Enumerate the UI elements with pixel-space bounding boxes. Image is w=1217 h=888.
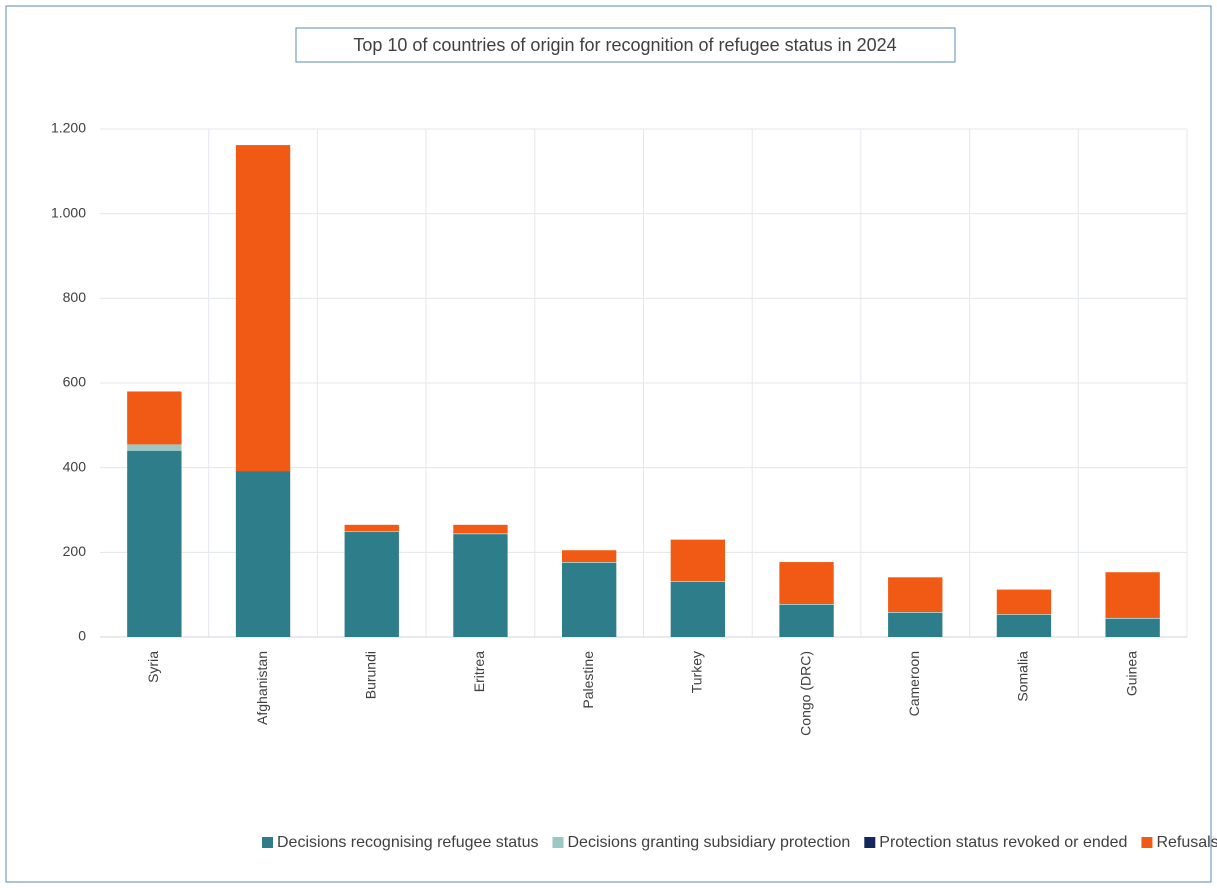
bar-segment xyxy=(127,444,182,451)
legend-label: Protection status revoked or ended xyxy=(879,834,1127,851)
y-tick-label: 800 xyxy=(63,289,87,305)
x-tick-label: Congo (DRC) xyxy=(797,651,813,736)
bar-segment xyxy=(344,524,399,532)
x-tick-label: Turkey xyxy=(689,651,705,693)
bar-segment xyxy=(670,539,726,582)
legend-swatch xyxy=(552,837,564,848)
x-tick-label: Guinea xyxy=(1123,651,1139,696)
bar-segment xyxy=(888,612,943,613)
bar-segment xyxy=(561,550,617,563)
bar-segment xyxy=(453,533,508,535)
bar-segment xyxy=(888,577,943,613)
bar-segment xyxy=(561,562,617,563)
y-tick-label: 1.200 xyxy=(51,120,86,136)
bar-segment xyxy=(235,145,291,472)
bar-segment xyxy=(1105,618,1160,637)
x-tick-label: Burundi xyxy=(362,651,378,699)
bar-segment xyxy=(1105,617,1160,619)
chart-title: Top 10 of countries of origin for recogn… xyxy=(353,35,896,55)
legend-swatch xyxy=(864,837,876,848)
bar-segment xyxy=(453,534,508,637)
chart-frame xyxy=(5,5,1212,883)
x-tick-label: Palestine xyxy=(580,651,596,709)
bar-segment xyxy=(127,450,182,637)
bar-segment xyxy=(670,581,726,637)
legend-swatch xyxy=(1141,837,1153,848)
x-tick-label: Eritrea xyxy=(471,651,487,692)
legend-label: Decisions recognising refugee status xyxy=(277,834,538,851)
y-tick-label: 0 xyxy=(78,628,86,644)
y-tick-label: 200 xyxy=(63,543,87,559)
bar-segment xyxy=(127,391,182,445)
bar-segment xyxy=(996,589,1052,615)
bar-segment xyxy=(779,604,834,637)
bar-segment xyxy=(561,562,617,637)
legend-swatch xyxy=(262,837,273,848)
y-tick-label: 1.000 xyxy=(51,204,86,220)
bar-segment xyxy=(779,562,834,604)
x-tick-label: Syria xyxy=(145,651,161,683)
x-tick-label: Somalia xyxy=(1015,651,1031,702)
bar-segment xyxy=(1105,572,1160,618)
legend-label: Refusals xyxy=(1156,834,1217,851)
bar-segment xyxy=(235,471,291,637)
bar-segment xyxy=(888,612,943,637)
bar-segment xyxy=(453,524,508,534)
x-tick-label: Afghanistan xyxy=(254,651,270,725)
y-tick-label: 400 xyxy=(63,458,87,474)
legend-label: Decisions granting subsidiary protection xyxy=(567,834,850,851)
bar-segment xyxy=(996,614,1052,637)
bar-segment xyxy=(670,581,726,582)
bar-segment xyxy=(996,614,1052,615)
x-tick-label: Cameroon xyxy=(906,651,922,716)
title-box xyxy=(295,27,956,63)
bar-segment xyxy=(344,532,399,637)
bar-segment xyxy=(344,531,399,533)
y-tick-label: 600 xyxy=(63,374,87,390)
bar-segment xyxy=(779,603,834,605)
